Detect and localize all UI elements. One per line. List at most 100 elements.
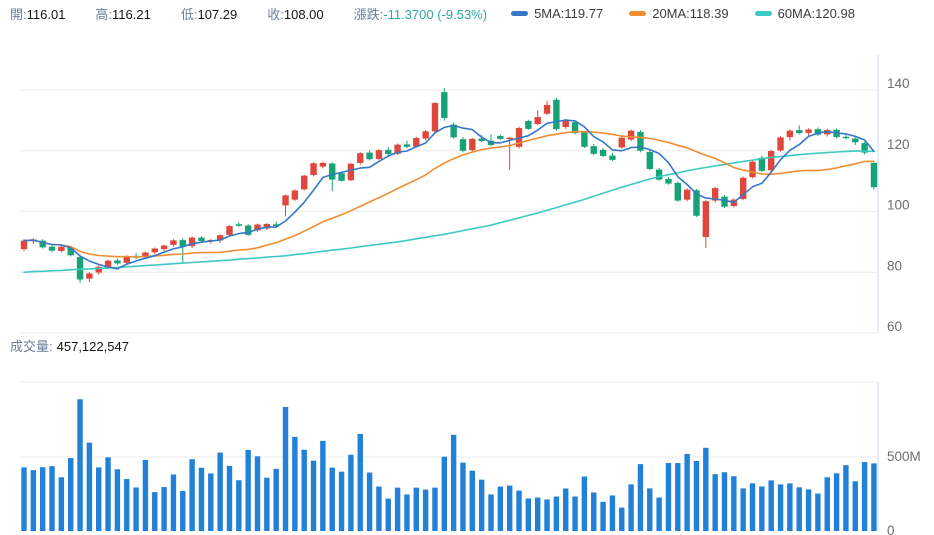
- candle-body: [114, 260, 121, 264]
- change-label: 漲跌:: [353, 6, 384, 22]
- candle: [459, 137, 467, 153]
- candle-body: [403, 144, 411, 147]
- candle: [329, 162, 336, 192]
- candle: [721, 195, 728, 208]
- candle-body: [301, 175, 308, 190]
- volume-bar: [488, 494, 494, 531]
- change-value: -11.3700 (-9.53%): [383, 6, 488, 22]
- volume-bars: [21, 399, 877, 531]
- volume-bar-chart[interactable]: 0 500M: [0, 358, 934, 535]
- volume-bar: [460, 462, 466, 531]
- candle: [179, 238, 186, 263]
- candle-body: [599, 149, 607, 156]
- volume-bar: [497, 486, 504, 531]
- volume-bar: [684, 453, 690, 531]
- volume-bar: [815, 493, 821, 531]
- volume-bar: [609, 495, 616, 531]
- candlestick-price-chart[interactable]: 60 80 100 120 140: [0, 28, 934, 335]
- candle: [749, 160, 756, 179]
- candle: [618, 136, 625, 149]
- candle-body: [553, 99, 560, 130]
- price-axis-labels: 60 80 100 120 140: [887, 76, 910, 334]
- candle-body: [254, 224, 261, 231]
- ma20-legend[interactable]: 20MA: 118.39: [629, 5, 729, 21]
- volume-bar: [264, 477, 270, 531]
- low-readout: 低:107.29: [181, 4, 237, 23]
- candle-body: [497, 135, 504, 139]
- volume-bar: [282, 406, 289, 531]
- volume-bar: [861, 462, 868, 531]
- candle-body: [637, 131, 644, 151]
- candle: [487, 134, 495, 147]
- ma5-line: [23, 119, 875, 270]
- candle: [870, 162, 878, 190]
- candle-body: [329, 163, 336, 180]
- volume-bar: [535, 497, 541, 531]
- candle-body: [179, 240, 186, 247]
- candle: [497, 134, 504, 141]
- candle-body: [357, 153, 364, 163]
- candle: [160, 244, 168, 251]
- volume-bar: [49, 466, 55, 531]
- volume-readout: 成交量: 457,122,547: [10, 336, 129, 355]
- ma60-line: [23, 150, 875, 274]
- candle: [375, 148, 383, 160]
- volume-bar: [805, 489, 812, 531]
- volume-bar: [506, 485, 513, 531]
- ma60-value: 120.98: [815, 5, 855, 21]
- volume-bar: [96, 467, 102, 531]
- candle: [385, 147, 392, 156]
- change-readout: 漲跌:-11.3700 (-9.53%): [354, 4, 487, 23]
- candle: [170, 239, 177, 247]
- candle-body: [805, 129, 812, 133]
- volume-bar: [843, 465, 849, 531]
- ma60-legend-label: 60MA:: [777, 5, 816, 21]
- price-axis-label: 100: [887, 198, 910, 213]
- candle-body: [310, 163, 317, 176]
- candle: [58, 245, 65, 253]
- volume-bar: [366, 472, 373, 531]
- volume-bar: [105, 457, 111, 531]
- candle: [525, 119, 532, 130]
- candle: [581, 131, 588, 149]
- candle-body: [469, 138, 476, 151]
- candle-body: [142, 252, 149, 258]
- ma20-value: 118.39: [689, 5, 729, 21]
- candle: [39, 239, 46, 249]
- volume-bar: [749, 483, 756, 531]
- low-label: 低:: [180, 6, 198, 22]
- volume-bar: [422, 489, 429, 531]
- candle-body: [366, 152, 373, 160]
- candle-body: [796, 130, 803, 134]
- ma60-legend[interactable]: 60MA: 120.98: [754, 5, 855, 21]
- ma60-color-swatch-icon: [754, 10, 772, 16]
- close-readout: 收:108.00: [267, 4, 323, 23]
- volume-bar: [768, 480, 774, 531]
- candle: [739, 176, 747, 201]
- candle-body: [609, 155, 616, 160]
- candle-body: [76, 257, 84, 280]
- candle: [599, 148, 607, 158]
- candle: [506, 136, 513, 170]
- candle: [683, 188, 691, 202]
- candle-body: [786, 130, 794, 138]
- candle-body: [375, 150, 383, 159]
- candle: [282, 194, 289, 217]
- volume-bar: [721, 472, 728, 531]
- volume-bar: [637, 464, 644, 531]
- close-label: 收:: [267, 6, 284, 22]
- candle: [711, 186, 719, 203]
- volume-bar: [619, 507, 625, 531]
- candle: [534, 110, 541, 126]
- candle: [244, 224, 252, 237]
- ma20-legend-label: 20MA:: [652, 5, 690, 21]
- low-value: 107.29: [197, 6, 238, 22]
- candle-body: [188, 237, 196, 247]
- candle: [861, 141, 868, 155]
- ma5-legend[interactable]: 5MA: 119.77: [511, 6, 603, 21]
- volume-axis-label: 0: [887, 523, 895, 535]
- candle-body: [683, 189, 691, 200]
- candle: [627, 129, 635, 142]
- volume-bar: [759, 486, 765, 531]
- candle: [646, 150, 653, 171]
